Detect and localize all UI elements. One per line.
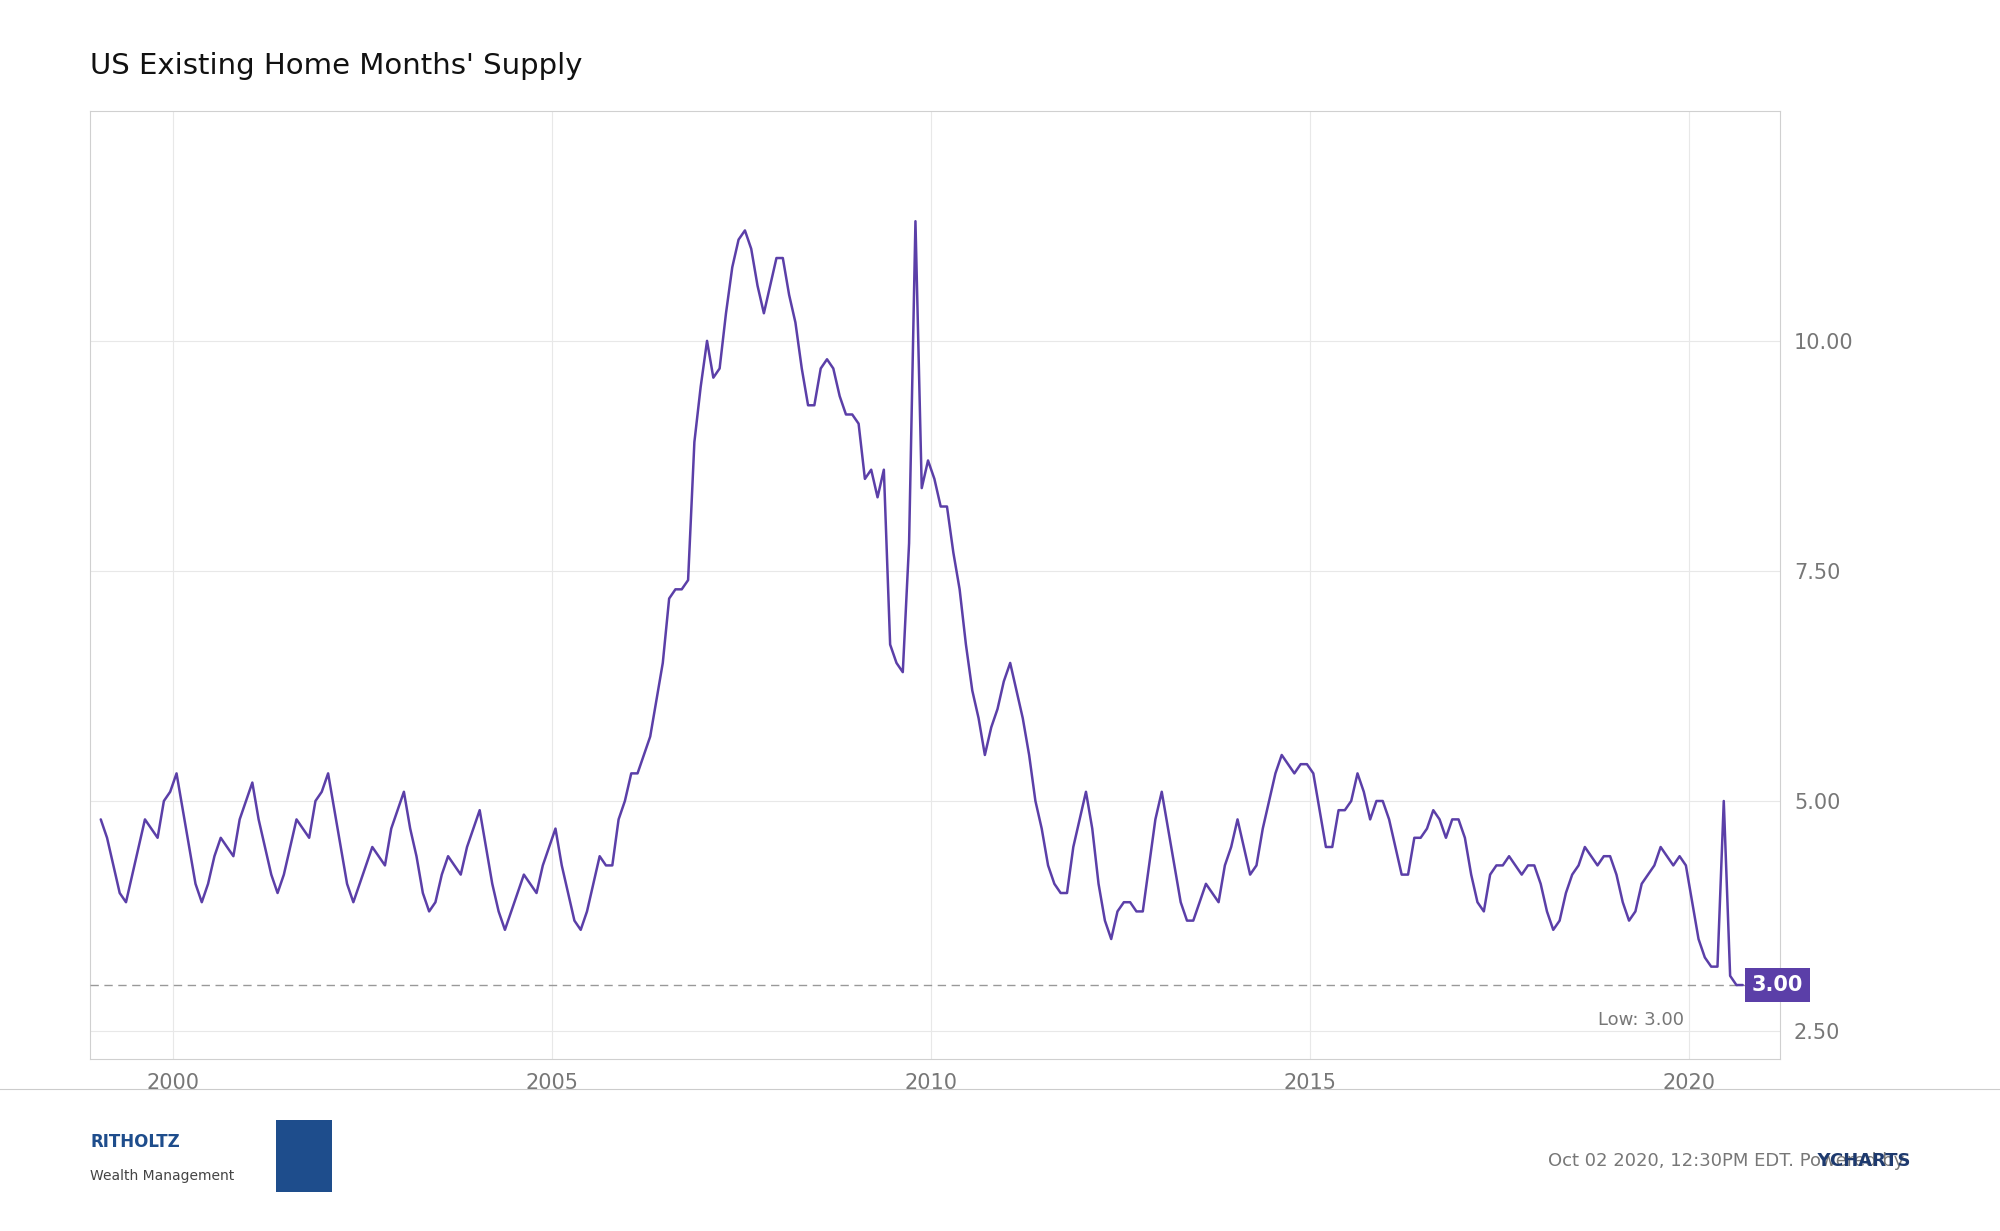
Text: YCHARTS: YCHARTS — [1530, 1152, 1910, 1169]
Circle shape — [278, 1124, 330, 1188]
Text: Oct 02 2020, 12:30PM EDT. Powered by: Oct 02 2020, 12:30PM EDT. Powered by — [1548, 1152, 1910, 1169]
Text: 3.00: 3.00 — [1752, 975, 1804, 995]
Text: RITHOLTZ: RITHOLTZ — [90, 1134, 180, 1151]
Text: US Existing Home Months' Supply: US Existing Home Months' Supply — [90, 52, 582, 80]
Text: Low: 3.00: Low: 3.00 — [1598, 1011, 1684, 1029]
Text: Wealth Management: Wealth Management — [90, 1168, 234, 1183]
